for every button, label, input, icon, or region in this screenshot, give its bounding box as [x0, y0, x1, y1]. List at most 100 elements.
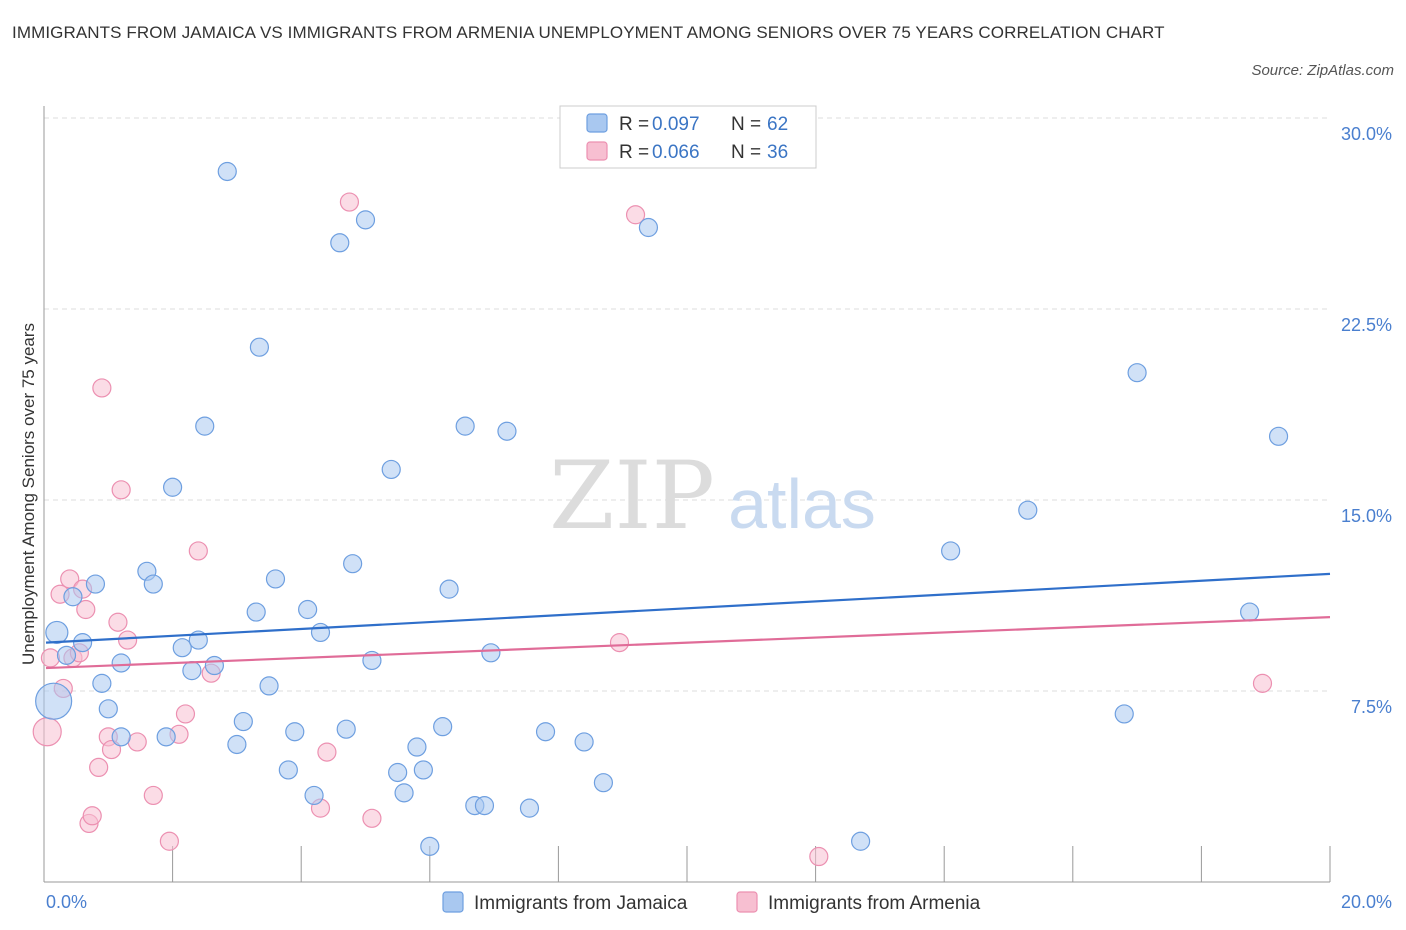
- armenia-point: [1252, 673, 1273, 693]
- stats-box: R = 0.097 N = 62 R = 0.066 N = 36: [559, 105, 817, 169]
- armenia-point: [362, 808, 382, 828]
- jamaica-point: [259, 676, 279, 696]
- jamaica-point: [638, 217, 659, 238]
- jamaica-point: [1018, 500, 1038, 520]
- jamaica-point: [85, 574, 106, 594]
- watermark-zip: ZIP: [549, 442, 715, 551]
- jamaica-point: [233, 711, 253, 732]
- armenia-point: [609, 633, 630, 653]
- armenia-point: [76, 599, 96, 620]
- jamaica-point: [143, 574, 163, 594]
- legend: Immigrants from Jamaica Immigrants from …: [442, 891, 981, 914]
- stats-jamaica-r-value: 0.097: [652, 114, 700, 135]
- armenia-point: [127, 732, 147, 752]
- y-tick-label: 15.0%: [1341, 506, 1392, 526]
- gridlines: [44, 117, 1330, 692]
- jamaica-point: [455, 416, 475, 436]
- legend-jamaica-label[interactable]: Immigrants from Jamaica: [474, 893, 688, 914]
- x-tick-label: 20.0%: [1341, 892, 1392, 912]
- jamaica-point: [72, 633, 93, 653]
- legend-armenia-label[interactable]: Immigrants from Armenia: [768, 893, 981, 914]
- watermark-atlas: atlas: [728, 465, 876, 543]
- y-tick-label: 7.5%: [1351, 697, 1392, 717]
- armenia-point: [32, 717, 62, 747]
- jamaica-point: [45, 620, 69, 645]
- jamaica-point: [1114, 704, 1134, 724]
- armenia-point: [159, 831, 179, 851]
- armenia-point: [625, 205, 646, 225]
- jamaica-point: [593, 773, 614, 793]
- jamaica-point: [535, 722, 556, 742]
- jamaica-point: [195, 416, 215, 436]
- jamaica-point: [343, 554, 363, 574]
- jamaica-point: [265, 569, 286, 589]
- jamaica-point: [413, 760, 433, 780]
- jamaica-point: [111, 653, 131, 673]
- stats-jamaica-swatch: [586, 113, 608, 133]
- jamaica-point: [1240, 602, 1260, 622]
- stats-armenia-n-value: 36: [767, 142, 788, 163]
- jamaica-point: [92, 673, 112, 693]
- jamaica-point: [204, 655, 224, 676]
- y-tick-labels: 7.5% 15.0% 22.5% 30.0%: [1341, 124, 1392, 717]
- armenia-point: [317, 742, 337, 762]
- jamaica-point: [310, 622, 331, 643]
- jamaica-point: [851, 831, 871, 851]
- watermark: ZIP atlas: [549, 442, 876, 551]
- jamaica-point: [388, 762, 408, 783]
- source-label: Source: ZipAtlas.com: [1251, 62, 1394, 79]
- jamaica-point: [519, 798, 540, 818]
- jamaica-point: [355, 210, 376, 230]
- stats-armenia-r-label: R =: [619, 142, 654, 163]
- jamaica-point: [481, 643, 501, 663]
- armenia-points: [32, 192, 1273, 867]
- jamaica-point: [433, 717, 453, 737]
- armenia-point: [143, 785, 163, 806]
- y-tick-label: 30.0%: [1341, 124, 1392, 144]
- jamaica-point: [439, 579, 459, 599]
- jamaica-point: [111, 727, 131, 747]
- armenia-point: [188, 541, 208, 561]
- armenia-point: [101, 739, 122, 760]
- y-axis-title: Unemployment Among Seniors over 75 years: [19, 323, 38, 665]
- jamaica-point: [407, 737, 427, 757]
- jamaica-point: [474, 795, 495, 816]
- stats-armenia-swatch: [586, 141, 608, 161]
- jamaica-point: [336, 719, 356, 739]
- jamaica-point: [1127, 363, 1147, 383]
- armenia-point: [40, 648, 61, 668]
- jamaica-point: [63, 587, 83, 607]
- jamaica-point: [381, 459, 401, 480]
- armenia-point: [108, 612, 128, 632]
- jamaica-point: [56, 645, 77, 665]
- x-tick-label: 0.0%: [46, 892, 87, 912]
- jamaica-trend-line: [45, 572, 1331, 644]
- jamaica-point: [172, 638, 192, 658]
- jamaica-point: [163, 477, 183, 497]
- chart-title: IMMIGRANTS FROM JAMAICA VS IMMIGRANTS FR…: [12, 23, 1165, 42]
- stats-jamaica-n-label: N =: [731, 114, 766, 135]
- armenia-point: [117, 630, 138, 650]
- stats-armenia-r-value: 0.066: [652, 142, 700, 163]
- jamaica-point: [246, 602, 266, 622]
- jamaica-point: [941, 541, 961, 561]
- legend-armenia-swatch[interactable]: [736, 891, 758, 913]
- stats-armenia-n-label: N =: [731, 142, 766, 163]
- trend-lines: [45, 572, 1331, 670]
- armenia-point: [809, 846, 829, 867]
- armenia-trend-line: [45, 616, 1331, 670]
- armenia-point: [89, 757, 109, 778]
- x-ticks: [172, 846, 1331, 882]
- x-tick-labels: 0.0% 20.0%: [46, 892, 1392, 912]
- jamaica-point: [35, 682, 73, 720]
- legend-jamaica-swatch[interactable]: [442, 891, 464, 913]
- jamaica-point: [298, 599, 318, 620]
- jamaica-point: [330, 233, 350, 253]
- y-tick-label: 22.5%: [1341, 315, 1392, 335]
- armenia-point: [82, 806, 102, 826]
- armenia-point: [111, 480, 131, 500]
- jamaica-point: [304, 785, 324, 806]
- jamaica-point: [278, 760, 298, 780]
- jamaica-point: [217, 161, 237, 182]
